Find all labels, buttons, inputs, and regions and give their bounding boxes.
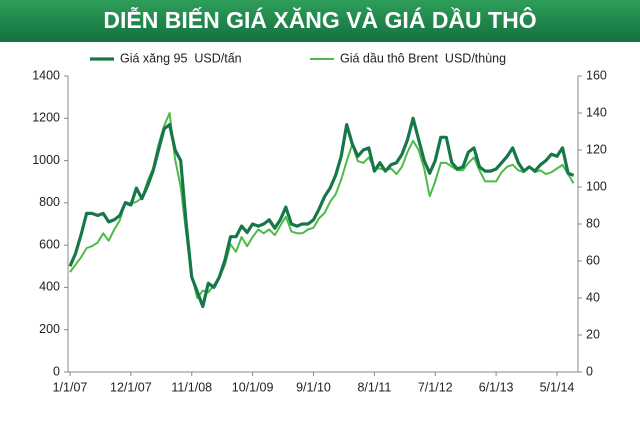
x-tick-label: 10/1/09 — [232, 380, 274, 394]
x-tick-label: 8/1/11 — [357, 380, 391, 394]
y-tick-label: 800 — [39, 195, 60, 209]
y2-tick-label: 40 — [586, 290, 600, 304]
x-tick-label: 11/1/08 — [171, 380, 212, 394]
y2-tick-label: 140 — [586, 105, 607, 119]
y2-tick-label: 20 — [586, 327, 600, 341]
legend-label: Giá dầu thô Brent USD/thùng — [340, 51, 506, 65]
chart-title: DIỄN BIẾN GIÁ XĂNG VÀ GIÁ DẦU THÔ — [103, 5, 536, 33]
y-tick-label: 200 — [39, 322, 60, 336]
y2-tick-label: 120 — [586, 142, 607, 156]
y-tick-label: 1400 — [32, 68, 60, 82]
y-tick-label: 0 — [53, 364, 60, 378]
y2-tick-label: 160 — [586, 68, 607, 82]
y2-tick-label: 60 — [586, 253, 600, 267]
y2-tick-label: 100 — [586, 179, 607, 193]
x-tick-label: 9/1/10 — [296, 380, 331, 394]
y-tick-label: 400 — [39, 280, 60, 294]
x-tick-label: 12/1/07 — [110, 380, 152, 394]
y2-tick-label: 0 — [586, 364, 593, 378]
title-banner — [0, 0, 640, 42]
x-tick-label: 5/1/14 — [540, 380, 575, 394]
x-tick-label: 6/1/13 — [479, 380, 514, 394]
series-line — [68, 116, 575, 309]
y-tick-label: 1200 — [32, 111, 60, 125]
y2-tick-label: 80 — [586, 216, 600, 230]
legend-label: Giá xăng 95 USD/tấn — [120, 51, 242, 65]
y-tick-label: 600 — [39, 237, 60, 251]
y-tick-label: 1000 — [32, 153, 60, 167]
x-tick-label: 7/1/12 — [418, 380, 453, 394]
x-tick-label: 1/1/07 — [53, 380, 88, 394]
